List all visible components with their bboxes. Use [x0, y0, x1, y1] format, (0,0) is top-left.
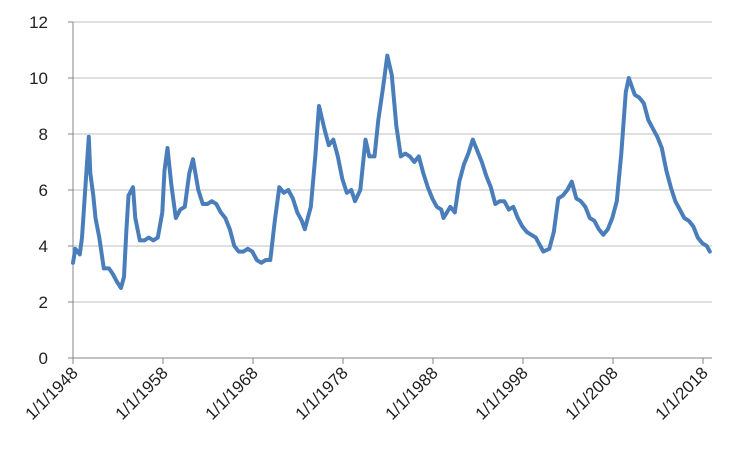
data-line	[71, 53, 712, 290]
x-tick-label: 1/1/1978	[292, 363, 352, 423]
x-tick-label: 1/1/1998	[472, 363, 532, 423]
x-tick-label: 1/1/2018	[652, 363, 712, 423]
x-tick-label: 1/1/1948	[22, 363, 82, 423]
y-tick-label: 6	[39, 181, 48, 200]
y-tick-label: 2	[39, 293, 48, 312]
y-tick-label: 10	[29, 69, 48, 88]
y-tick-label: 4	[39, 237, 48, 256]
x-tick-label: 1/1/1968	[202, 363, 262, 423]
y-tick-label: 0	[39, 349, 48, 368]
y-tick-label: 12	[29, 13, 48, 32]
x-tick-label: 1/1/1958	[112, 363, 172, 423]
x-tick-label: 1/1/1988	[382, 363, 442, 423]
y-tick-label: 8	[39, 125, 48, 144]
x-tick-label: 1/1/2008	[562, 363, 622, 423]
